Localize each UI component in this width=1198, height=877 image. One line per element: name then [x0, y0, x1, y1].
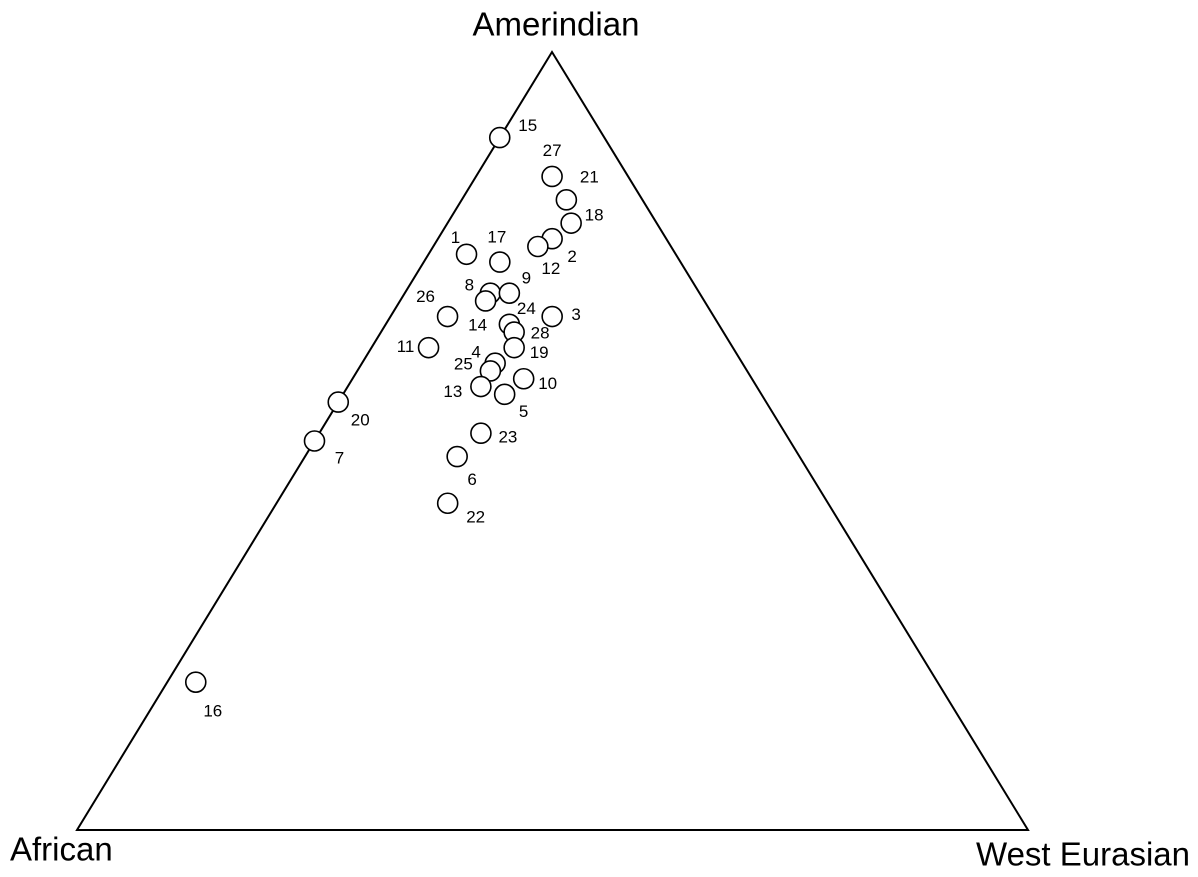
data-point — [474, 290, 497, 312]
point-label: 21 — [580, 167, 599, 186]
point-label: 17 — [487, 228, 506, 247]
data-point — [503, 336, 525, 359]
data-point — [493, 383, 516, 406]
point-label: 7 — [335, 448, 344, 467]
data-point — [555, 189, 578, 211]
point-label: 14 — [468, 315, 487, 334]
point-label: 5 — [519, 402, 528, 421]
point-label: 9 — [522, 269, 531, 288]
point-label: 22 — [466, 508, 485, 527]
data-point — [303, 430, 326, 452]
point-label: 8 — [465, 276, 474, 295]
data-point — [184, 671, 207, 693]
data-point — [488, 126, 511, 149]
data-point — [560, 212, 582, 234]
point-label: 23 — [498, 428, 517, 447]
point-label: 10 — [538, 374, 557, 393]
point-label: 11 — [397, 337, 415, 356]
point-label: 25 — [454, 354, 473, 373]
point-label: 3 — [571, 305, 580, 324]
data-point — [512, 367, 535, 390]
point-label: 19 — [530, 343, 549, 362]
point-label: 20 — [351, 411, 370, 430]
point-label: 13 — [443, 382, 462, 401]
point-label: 2 — [567, 247, 576, 266]
data-point — [446, 445, 468, 468]
point-label: 15 — [518, 116, 537, 135]
data-point — [541, 165, 563, 188]
data-point — [541, 305, 563, 328]
data-point — [498, 282, 521, 304]
point-label: 18 — [585, 206, 604, 225]
point-label: 27 — [543, 141, 562, 160]
point-label: 28 — [531, 324, 550, 343]
data-point — [527, 235, 549, 258]
point-label: 1 — [451, 228, 460, 247]
data-point — [327, 391, 350, 413]
data-point — [417, 336, 440, 359]
point-label: 16 — [203, 702, 222, 721]
point-label: 6 — [467, 470, 476, 489]
point-label: 24 — [517, 299, 536, 318]
corner-label: African — [10, 831, 113, 868]
data-point — [436, 492, 459, 515]
data-point — [470, 422, 492, 445]
point-label: 26 — [416, 287, 435, 306]
data-point — [479, 360, 502, 382]
data-point — [489, 251, 511, 273]
data-point — [455, 243, 478, 266]
corner-label: West Eurasian — [976, 836, 1190, 873]
data-point — [470, 375, 492, 398]
data-point — [436, 305, 459, 328]
corner-label: Amerindian — [473, 6, 640, 43]
point-label: 12 — [541, 259, 560, 278]
point-label: 4 — [471, 343, 480, 362]
